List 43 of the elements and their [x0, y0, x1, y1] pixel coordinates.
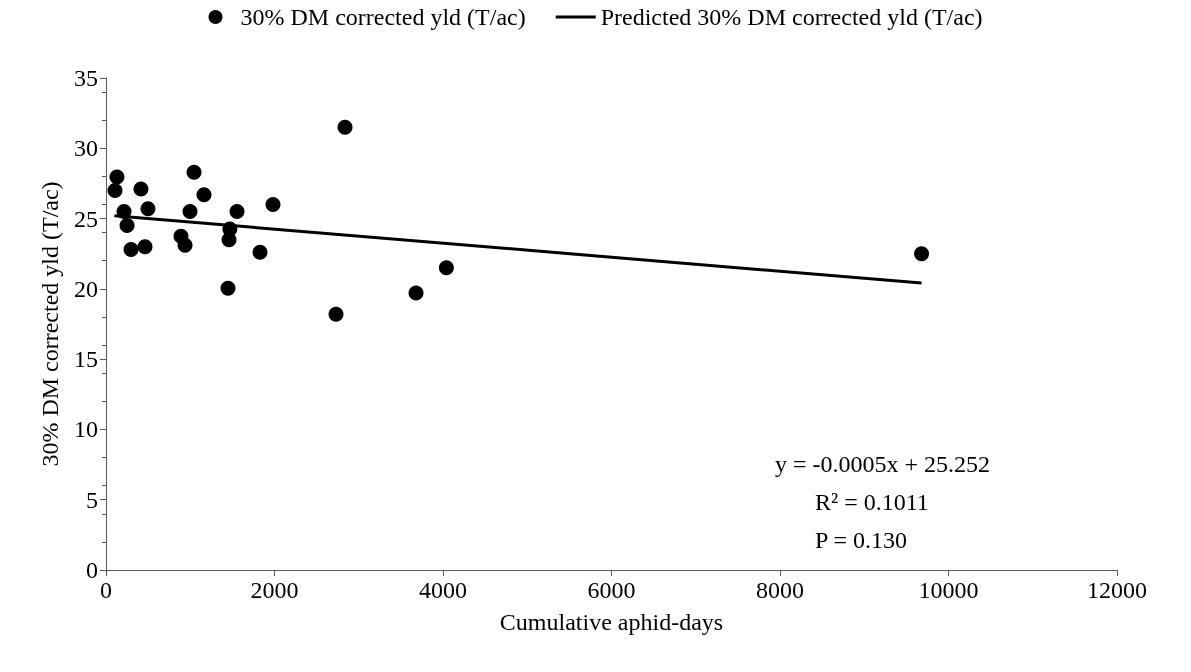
legend-label: Predicted 30% DM corrected yld (T/ac) [600, 4, 983, 30]
annotation: P = 0.130 [815, 527, 907, 553]
point [220, 280, 236, 296]
point [119, 218, 135, 234]
x-axis-title: Cumulative aphid-days [499, 609, 724, 635]
y-axis-title: 30% DM corrected yld (T/ac) [37, 181, 63, 467]
x-tick-label: 4000 [419, 577, 467, 603]
point [182, 204, 198, 220]
point [914, 246, 930, 262]
x-tick-label: 12000 [1087, 577, 1147, 603]
point [328, 306, 344, 322]
point [109, 169, 125, 185]
point [133, 181, 149, 197]
annotation: R² = 0.1011 [815, 489, 929, 515]
y-tick-label: 35 [74, 65, 98, 91]
point [177, 237, 193, 253]
y-tick-label: 30 [74, 135, 98, 162]
y-tick-label: 25 [74, 205, 98, 232]
x-tick-label: 2000 [250, 577, 299, 603]
point [186, 164, 202, 180]
point [252, 244, 268, 260]
point [107, 182, 123, 198]
point [116, 204, 132, 220]
point [196, 187, 212, 203]
point [408, 285, 424, 301]
point [229, 204, 245, 220]
point [438, 260, 454, 276]
x-tick-label: 8000 [756, 577, 804, 603]
point [222, 221, 238, 237]
point [337, 119, 353, 135]
y-tick-label: 15 [74, 346, 98, 373]
y-tick-label: 10 [74, 416, 98, 443]
y-tick-label: 20 [74, 275, 98, 302]
point [140, 201, 156, 217]
point [265, 197, 281, 213]
x-tick-label: 6000 [587, 577, 636, 603]
y-tick-label: 5 [86, 486, 98, 513]
annotation: y = -0.0005x + 25.252 [775, 451, 991, 477]
point [137, 239, 153, 255]
point [123, 242, 139, 257]
y-tick-label: 0 [86, 557, 98, 583]
legend-label: 30% DM corrected yld (T/ac) [240, 4, 526, 30]
x-tick-label: 10000 [918, 577, 979, 603]
